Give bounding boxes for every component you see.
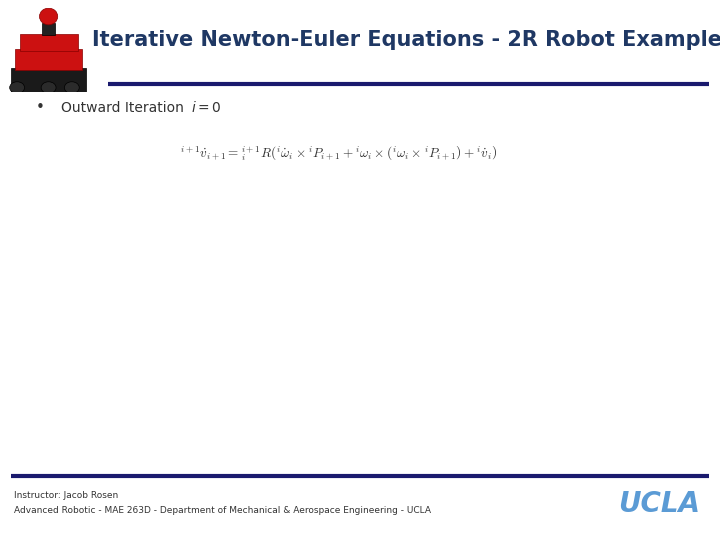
- Text: •: •: [36, 100, 45, 116]
- Text: Iterative Newton-Euler Equations - 2R Robot Example: Iterative Newton-Euler Equations - 2R Ro…: [91, 30, 720, 51]
- Text: UCLA: UCLA: [618, 490, 700, 518]
- Text: Instructor: Jacob Rosen: Instructor: Jacob Rosen: [14, 491, 119, 500]
- Bar: [16, 49, 82, 70]
- Text: Advanced Robotic - MAE 263D - Department of Mechanical & Aerospace Engineering -: Advanced Robotic - MAE 263D - Department…: [14, 506, 431, 515]
- Text: $i=0$: $i=0$: [191, 100, 222, 116]
- Bar: [42, 23, 55, 35]
- Ellipse shape: [9, 82, 24, 93]
- Ellipse shape: [64, 82, 79, 93]
- Ellipse shape: [40, 8, 58, 25]
- Text: Outward Iteration: Outward Iteration: [61, 101, 184, 115]
- Bar: [19, 34, 78, 51]
- Bar: [12, 69, 86, 92]
- Text: ${}^{i+1}\dot{v}_{i+1} = {}^{i+1}_{i}R\left({}^{i}\dot{\omega}_{i} \times {}^{i}: ${}^{i+1}\dot{v}_{i+1} = {}^{i+1}_{i}R\l…: [180, 144, 497, 164]
- Ellipse shape: [41, 82, 56, 93]
